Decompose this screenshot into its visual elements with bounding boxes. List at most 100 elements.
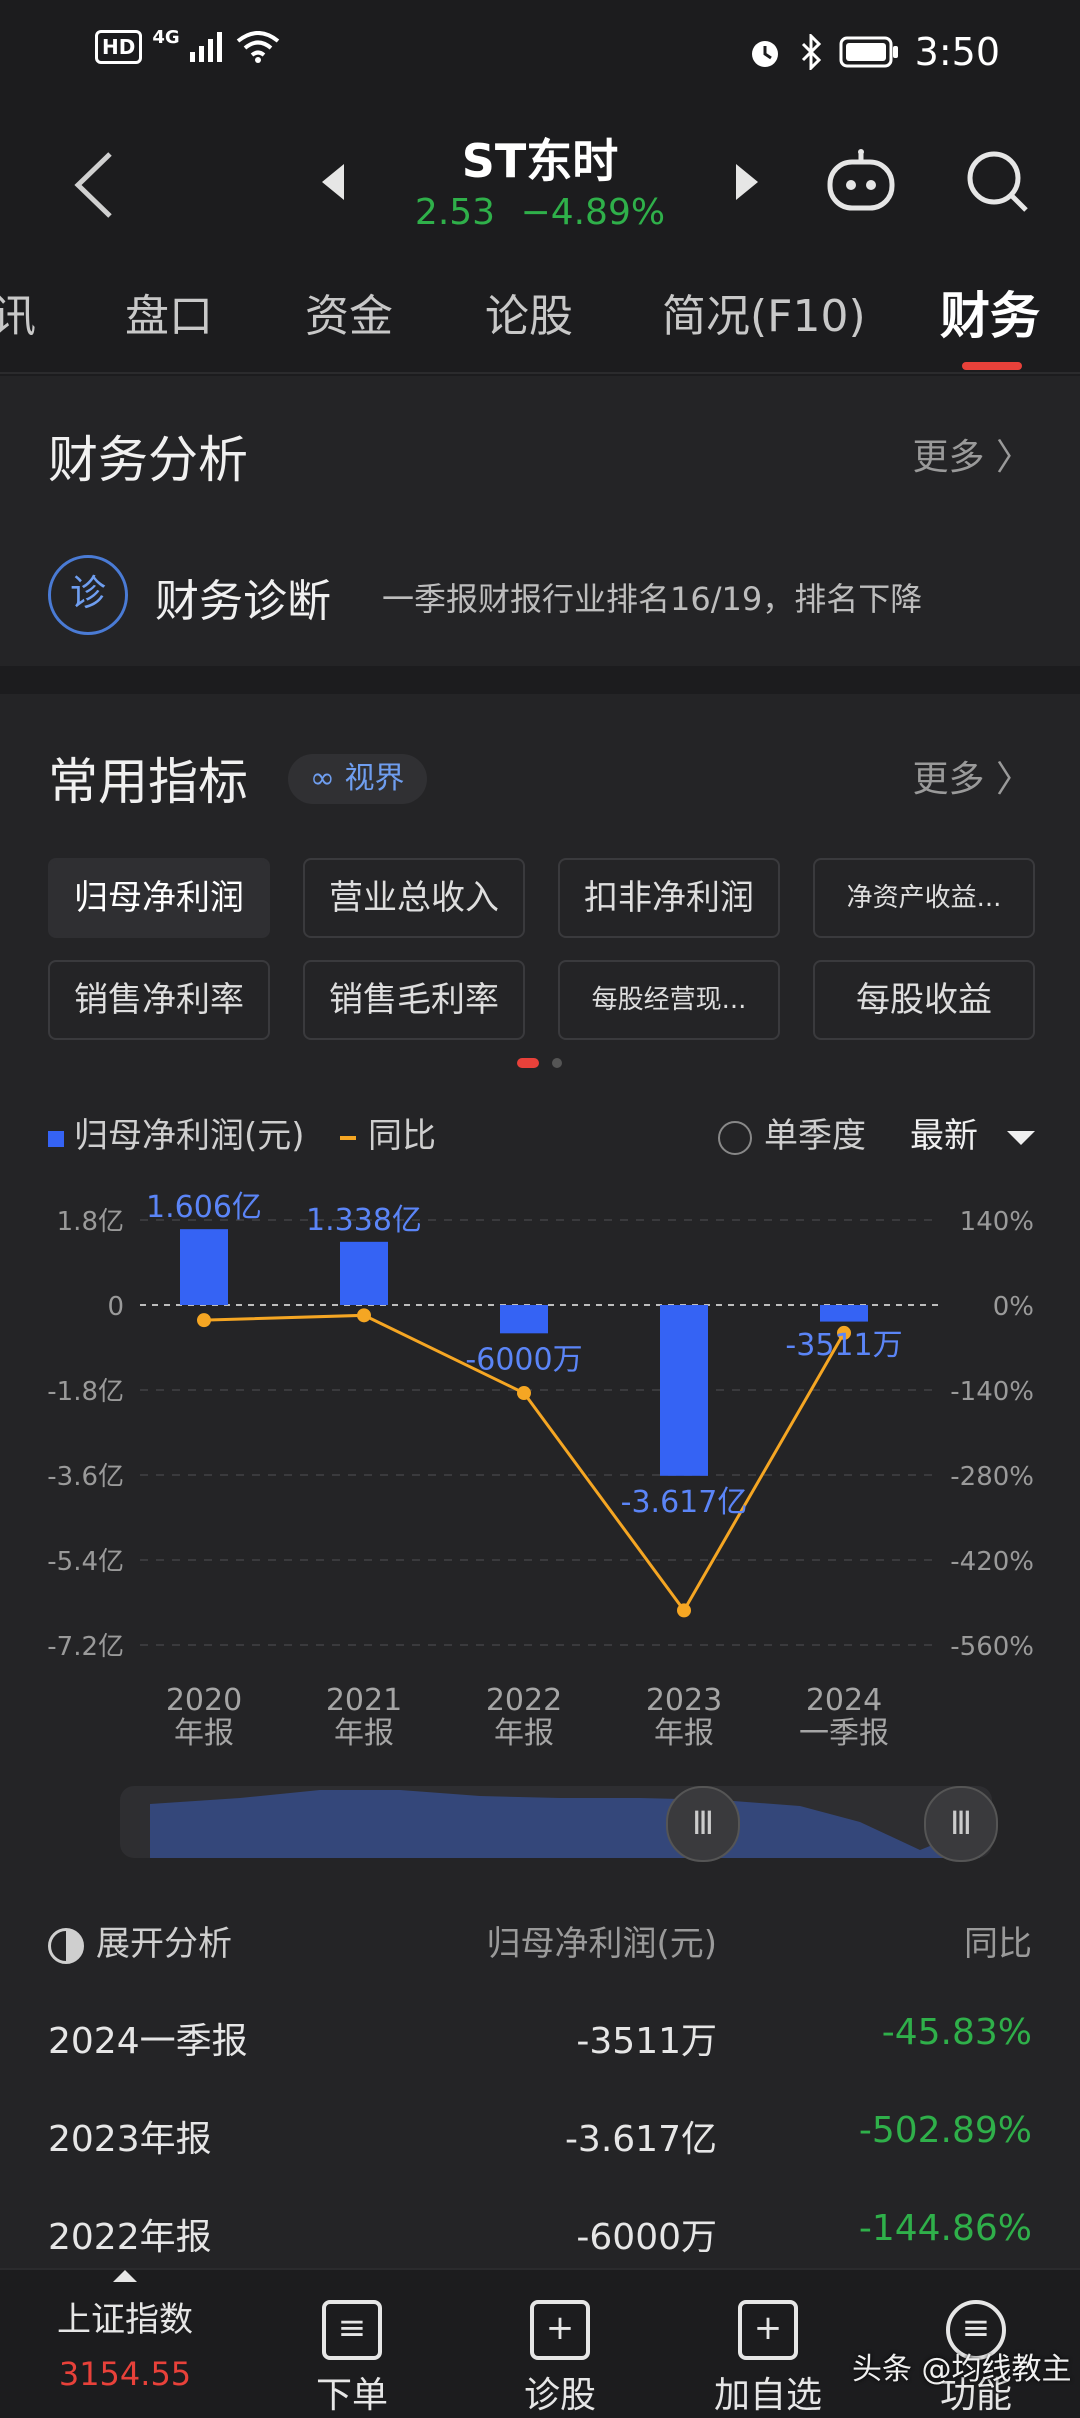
status-right: 3:50	[747, 30, 1000, 74]
range-slider-preview	[150, 1790, 980, 1858]
y-tick-right: -420%	[950, 1547, 1034, 1577]
tab-f10[interactable]: 简况(F10)	[662, 291, 866, 342]
pill-net-profit[interactable]: 归母净利润	[48, 858, 270, 938]
add-icon: +	[738, 2300, 798, 2360]
index-ticker[interactable]: 上证指数 3154.55	[40, 2270, 210, 2393]
pill-revenue[interactable]: 营业总收入	[303, 858, 525, 938]
y-tick-left: -5.4亿	[47, 1547, 124, 1577]
chevron-down-icon	[1006, 1130, 1035, 1145]
network-label: 4G	[152, 26, 180, 48]
legend-bar-label: 归母净利润(元)	[74, 1116, 305, 1156]
legend-bar-swatch	[48, 1131, 64, 1147]
tab-quote[interactable]: 盘口	[125, 291, 213, 342]
nav-add-watchlist-label: 加自选	[713, 2375, 822, 2416]
y-tick-left: -7.2亿	[47, 1632, 124, 1662]
pill-eps[interactable]: 每股收益	[813, 960, 1035, 1040]
table-row-period[interactable]: 2022年报	[48, 2217, 212, 2258]
pill-roe[interactable]: 净资产收益...	[813, 858, 1035, 938]
robot-button[interactable]	[824, 148, 898, 214]
robot-icon	[827, 149, 895, 211]
nav-add-watchlist[interactable]: + 加自选	[678, 2300, 858, 2418]
hd-icon: HD	[95, 30, 143, 64]
table-row-period[interactable]: 2023年报	[48, 2119, 212, 2160]
financial-analysis-title: 财务分析	[48, 431, 248, 489]
menu-icon: ≡	[946, 2300, 1006, 2360]
search-button[interactable]	[964, 148, 1030, 214]
net-profit-chart: 1.8亿 140% 0 0% -1.8亿 -140% -3.6亿 -280% -5.4亿 -420…	[47, 1190, 1034, 1751]
clock: 3:50	[914, 30, 1000, 74]
range-slider[interactable]	[120, 1786, 992, 1858]
chart-point	[837, 1325, 851, 1340]
tab-funds[interactable]: 资金	[305, 291, 393, 342]
search-icon	[967, 151, 1028, 212]
chart-data-label: 1.338亿	[306, 1203, 422, 1238]
tab-news[interactable]: 讯	[0, 291, 36, 342]
stock-name: ST东时	[461, 134, 619, 188]
pill-deducted-profit[interactable]: 扣非净利润	[558, 858, 780, 938]
x-tick-label-period: 年报	[654, 1716, 714, 1751]
diagnosis-text[interactable]: 一季报财报行业排名16/19，排名下降	[382, 580, 923, 618]
table-row-pct: -502.89%	[858, 2110, 1032, 2151]
range-handle-right[interactable]: Ⅲ	[924, 1786, 998, 1862]
tab-finance[interactable]: 财务	[940, 287, 1040, 345]
chart-bar	[660, 1305, 708, 1476]
latest-dropdown[interactable]: 最新	[910, 1108, 1035, 1157]
expand-analysis[interactable]: 展开分析	[48, 1916, 232, 1965]
diagnosis-icon: 诊	[48, 555, 128, 635]
pill-gross-margin[interactable]: 销售毛利率	[303, 960, 525, 1040]
y-tick-right: -280%	[950, 1462, 1034, 1492]
table-row-period[interactable]: 2024一季报	[48, 2021, 248, 2062]
y-tick-left: -1.8亿	[47, 1377, 124, 1407]
indicators-title: 常用指标	[48, 753, 248, 811]
signal-icon	[189, 32, 222, 62]
tab-discussion[interactable]: 论股	[485, 291, 573, 342]
financial-analysis-section	[0, 376, 1080, 666]
x-tick-label-period: 一季报	[799, 1716, 889, 1751]
diagnosis-label[interactable]: 财务诊断	[155, 576, 331, 627]
nav-diagnose[interactable]: + 诊股	[470, 2300, 650, 2418]
nav-order[interactable]: ≡ 下单	[262, 2300, 442, 2418]
y-tick-right: -140%	[950, 1377, 1034, 1407]
table-row-value: -6000万	[576, 2217, 717, 2258]
page-dot	[552, 1058, 562, 1068]
bluetooth-icon	[801, 34, 821, 70]
legend-bar: 归母净利润(元)	[48, 1108, 305, 1157]
expand-analysis-label: 展开分析	[96, 1924, 232, 1964]
chart-data-label: -3.617亿	[621, 1485, 748, 1520]
vision-badge[interactable]: ∞ 视界	[288, 754, 427, 804]
x-tick-label-year: 2023	[646, 1683, 722, 1718]
chart-point	[517, 1386, 531, 1401]
back-button[interactable]	[70, 150, 120, 220]
pill-net-margin[interactable]: 销售净利率	[48, 960, 270, 1040]
watermark: 头条 @均线教主	[852, 2352, 1072, 2387]
caret-left-icon	[322, 164, 344, 200]
chevron-left-icon	[74, 152, 112, 218]
pill-cashflow-per-share[interactable]: 每股经营现...	[558, 960, 780, 1040]
table-row-value: -3511万	[576, 2021, 717, 2062]
y-tick-right: 0%	[993, 1292, 1034, 1322]
chart-bar	[500, 1305, 548, 1334]
nav-diagnose-label: 诊股	[523, 2375, 596, 2416]
page-dot-active	[517, 1058, 539, 1068]
x-tick-label-period: 年报	[174, 1716, 234, 1751]
table-row-value: -3.617亿	[564, 2119, 717, 2160]
caret-up-icon	[113, 2270, 137, 2282]
y-tick-left: 1.8亿	[57, 1207, 124, 1237]
radio-icon	[718, 1120, 752, 1155]
prev-stock-button[interactable]	[318, 162, 348, 202]
chart-data-label: -3511万	[785, 1328, 902, 1363]
indicators-more[interactable]: 更多 〉	[912, 759, 1032, 800]
financial-analysis-more[interactable]: 更多 〉	[912, 437, 1032, 478]
single-quarter-label: 单季度	[764, 1116, 866, 1156]
table-row-pct: -144.86%	[858, 2208, 1032, 2249]
x-tick-label-year: 2024	[806, 1683, 882, 1718]
tab-active-indicator	[962, 362, 1022, 370]
x-tick-label-year: 2022	[486, 1683, 562, 1718]
next-stock-button[interactable]	[732, 162, 762, 202]
diagnose-icon: +	[530, 2300, 590, 2360]
chart-bar	[180, 1229, 228, 1305]
range-handle-left[interactable]: Ⅲ	[666, 1786, 740, 1862]
bottom-nav: 上证指数 3154.55 ≡ 下单 + 诊股 + 加自选 ≡ 功能 头条 @均线…	[0, 2268, 1080, 2416]
chart-bar	[340, 1241, 388, 1305]
single-quarter-toggle[interactable]: 单季度	[718, 1108, 866, 1157]
